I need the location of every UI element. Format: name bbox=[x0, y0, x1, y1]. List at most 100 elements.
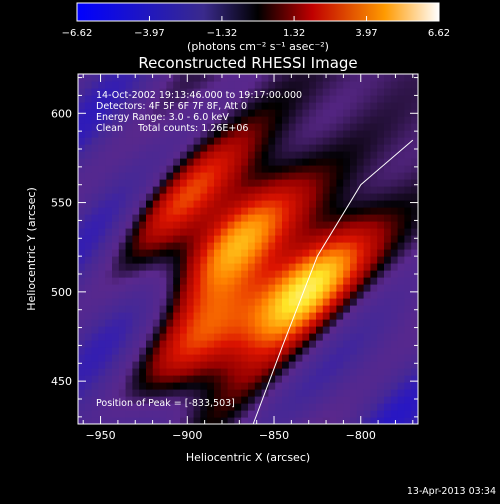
heatmap-cell bbox=[316, 144, 324, 152]
heatmap-cell bbox=[302, 95, 310, 103]
heatmap-cell bbox=[268, 340, 276, 348]
heatmap-cell bbox=[322, 81, 331, 89]
heatmap-cell bbox=[404, 368, 412, 376]
heatmap-cell bbox=[173, 410, 181, 418]
heatmap-cell bbox=[78, 235, 86, 243]
heatmap-cell bbox=[336, 165, 344, 173]
heatmap-cell bbox=[343, 270, 351, 278]
heatmap-cell bbox=[84, 200, 93, 208]
heatmap-cell bbox=[302, 368, 310, 376]
heatmap-cell bbox=[390, 361, 399, 369]
heatmap-cell bbox=[343, 284, 351, 292]
heatmap-cell bbox=[207, 403, 215, 411]
heatmap-cell bbox=[288, 249, 297, 257]
heatmap-cell bbox=[397, 221, 405, 229]
heatmap-cell bbox=[275, 410, 283, 418]
heatmap-cell bbox=[98, 361, 106, 369]
heatmap-cell bbox=[159, 361, 167, 369]
heatmap-cell bbox=[125, 221, 133, 229]
heatmap-cell bbox=[322, 375, 331, 383]
heatmap-cell bbox=[105, 116, 113, 124]
heatmap-cell bbox=[254, 298, 263, 306]
heatmap-cell bbox=[207, 256, 215, 264]
heatmap-cell bbox=[193, 312, 201, 320]
heatmap-cell bbox=[370, 382, 378, 390]
y-tick-label: 550 bbox=[51, 197, 72, 210]
heatmap-cell bbox=[295, 95, 303, 103]
heatmap-cell bbox=[377, 375, 385, 383]
heatmap-cell bbox=[234, 347, 242, 355]
heatmap-cell bbox=[132, 151, 140, 159]
heatmap-cell bbox=[152, 417, 161, 424]
heatmap-cell bbox=[227, 319, 235, 327]
heatmap-cell bbox=[370, 81, 378, 89]
heatmap-cell bbox=[180, 410, 188, 418]
heatmap-cell bbox=[186, 326, 195, 334]
heatmap-cell bbox=[261, 263, 269, 271]
heatmap-cell bbox=[91, 109, 99, 117]
heatmap-cell bbox=[193, 221, 201, 229]
heatmap-cell bbox=[390, 249, 399, 257]
heatmap-cell bbox=[166, 389, 174, 397]
heatmap-cell bbox=[241, 333, 249, 341]
heatmap-cell bbox=[152, 193, 161, 201]
heatmap-cell bbox=[98, 263, 106, 271]
heatmap-cell bbox=[261, 193, 269, 201]
heatmap-cell bbox=[125, 361, 133, 369]
heatmap-cell bbox=[139, 326, 147, 334]
heatmap-cell bbox=[370, 109, 378, 117]
heatmap-cell bbox=[356, 235, 365, 243]
heatmap-cell bbox=[363, 326, 371, 334]
heatmap-cell bbox=[384, 200, 392, 208]
heatmap-cell bbox=[139, 137, 147, 145]
heatmap-cell bbox=[363, 382, 371, 390]
heatmap-cell bbox=[411, 340, 418, 348]
heatmap-cell bbox=[316, 186, 324, 194]
heatmap-cell bbox=[214, 417, 222, 424]
heatmap-cell bbox=[173, 417, 181, 424]
heatmap-cell bbox=[118, 193, 127, 201]
heatmap-cell bbox=[139, 375, 147, 383]
heatmap-cell bbox=[125, 172, 133, 180]
heatmap-cell bbox=[384, 123, 392, 131]
heatmap-cell bbox=[214, 410, 222, 418]
heatmap-cell bbox=[166, 235, 174, 243]
heatmap-cell bbox=[78, 256, 86, 264]
heatmap-cell bbox=[180, 263, 188, 271]
heatmap-cell bbox=[377, 102, 385, 110]
heatmap-cell bbox=[288, 396, 297, 404]
heatmap-cell bbox=[173, 179, 181, 187]
heatmap-cell bbox=[220, 137, 229, 145]
heatmap-cell bbox=[207, 277, 215, 285]
heatmap-cell bbox=[220, 172, 229, 180]
heatmap-cell bbox=[322, 200, 331, 208]
heatmap-cell bbox=[261, 403, 269, 411]
heatmap-cell bbox=[329, 326, 337, 334]
heatmap-cell bbox=[302, 74, 310, 82]
heatmap-cell bbox=[193, 179, 201, 187]
heatmap-cell bbox=[91, 144, 99, 152]
heatmap-cell bbox=[186, 347, 195, 355]
heatmap-cell bbox=[288, 200, 297, 208]
heatmap-cell bbox=[350, 291, 358, 299]
heatmap-cell bbox=[112, 123, 120, 131]
heatmap-cell bbox=[363, 158, 371, 166]
heatmap-cell bbox=[125, 235, 133, 243]
heatmap-cell bbox=[173, 270, 181, 278]
heatmap-cell bbox=[166, 179, 174, 187]
heatmap-cell bbox=[302, 137, 310, 145]
heatmap-cell bbox=[207, 284, 215, 292]
heatmap-cell bbox=[84, 382, 93, 390]
heatmap-cell bbox=[370, 130, 378, 138]
heatmap-cell bbox=[329, 312, 337, 320]
heatmap-cell bbox=[316, 319, 324, 327]
heatmap-cell bbox=[261, 235, 269, 243]
heatmap-cell bbox=[356, 256, 365, 264]
heatmap-cell bbox=[193, 74, 201, 82]
colorbar bbox=[76, 2, 440, 22]
heatmap-cell bbox=[159, 214, 167, 222]
heatmap-cell bbox=[132, 200, 140, 208]
heatmap-cell bbox=[356, 361, 365, 369]
heatmap-cell bbox=[112, 221, 120, 229]
heatmap-cell bbox=[105, 109, 113, 117]
